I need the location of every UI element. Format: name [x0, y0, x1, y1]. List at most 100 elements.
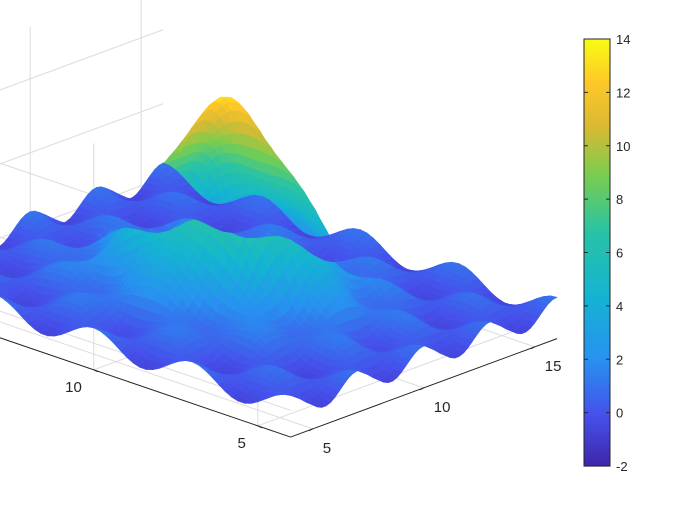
colorbar-segment [584, 148, 610, 152]
colorbar-segment [584, 399, 610, 403]
colorbar-segment [584, 65, 610, 69]
colorbar-segment [584, 377, 610, 382]
colorbar-segment [584, 313, 610, 318]
colorbar-segment [584, 159, 610, 163]
colorbar-segment [584, 183, 610, 187]
colorbar-segment [584, 396, 610, 400]
colorbar-segment [584, 151, 610, 155]
colorbar-segment [584, 340, 610, 344]
colorbar-segment [584, 297, 610, 302]
colorbar-segment [584, 276, 610, 280]
colorbar-segment [584, 129, 610, 134]
colorbar-segment [584, 175, 610, 179]
colorbar-segment [584, 359, 610, 363]
colorbar-segment [584, 156, 610, 160]
colorbar-tick-label: 10 [616, 139, 630, 154]
colorbar-segment [584, 244, 610, 248]
colorbar-segment [584, 239, 610, 243]
colorbar-segment [584, 284, 610, 288]
y-tick-mark [93, 369, 99, 373]
colorbar-segment [584, 207, 610, 211]
surface-patch [545, 295, 558, 301]
colorbar-segment [584, 199, 610, 203]
x-tick-label: 10 [434, 399, 451, 416]
colorbar-segment [584, 361, 610, 366]
colorbar-tick-label: 0 [616, 406, 623, 421]
y-tick-label: 5 [237, 435, 245, 452]
colorbar-segment [584, 161, 610, 166]
colorbar-segment [584, 311, 610, 315]
colorbar-segment [584, 217, 610, 222]
colorbar-segment [584, 332, 610, 336]
colorbar-segment [584, 164, 610, 168]
colorbar-segment [584, 372, 610, 376]
colorbar-segment [584, 52, 610, 56]
colorbar-segment [584, 236, 610, 240]
colorbar-segment [584, 143, 610, 147]
colorbar-segment [584, 412, 610, 416]
colorbar-segment [584, 172, 610, 176]
colorbar-segment [584, 105, 610, 109]
colorbar-segment [584, 255, 610, 259]
colorbar-segment [584, 324, 610, 328]
colorbar-segment [584, 257, 610, 262]
colorbar-segment [584, 196, 610, 200]
colorbar-segment [584, 41, 610, 45]
x-tick-label: 5 [323, 440, 331, 457]
x-tick-mark [530, 346, 536, 350]
colorbar-segment [584, 268, 610, 272]
colorbar-segment [584, 119, 610, 123]
colorbar-segment [584, 95, 610, 99]
x-tick-label: 15 [545, 358, 562, 375]
colorbar-segment [584, 263, 610, 267]
colorbar-segment [584, 60, 610, 64]
colorbar-segment [584, 425, 610, 430]
colorbar-segment [584, 223, 610, 227]
colorbar-segment [584, 375, 610, 379]
colorbar-segment [584, 68, 610, 72]
colorbar-segment [584, 292, 610, 296]
colorbar-segment [584, 113, 610, 117]
colorbar-tick-label: 2 [616, 352, 623, 367]
colorbar-segment [584, 271, 610, 275]
colorbar-segment [584, 241, 610, 246]
colorbar-segment [584, 247, 610, 251]
colorbar-segment [584, 417, 610, 422]
colorbar-segment [584, 353, 610, 358]
colorbar-segment [584, 455, 610, 459]
colorbar-segment [584, 49, 610, 53]
colorbar-segment [584, 287, 610, 291]
colorbar-segment [584, 348, 610, 352]
colorbar-segment [584, 383, 610, 387]
colorbar-segment [584, 388, 610, 392]
colorbar-segment [584, 252, 610, 256]
colorbar-segment [584, 404, 610, 408]
colorbar-segment [584, 137, 610, 142]
colorbar-segment [584, 407, 610, 411]
colorbar-segment [584, 463, 610, 467]
colorbar-segment [584, 209, 610, 214]
colorbar-segment [584, 428, 610, 432]
colorbar-segment [584, 87, 610, 91]
x-tick-mark [419, 387, 425, 391]
colorbar-segment [584, 100, 610, 104]
colorbar-segment [584, 193, 610, 198]
colorbar-segment [584, 108, 610, 112]
colorbar-segment [584, 273, 610, 278]
colorbar-segment [584, 124, 610, 128]
colorbar-segment [584, 423, 610, 427]
colorbar-tick-label: 4 [616, 299, 623, 314]
colorbar-segment [584, 316, 610, 320]
colorbar-segment [584, 305, 610, 310]
colorbar-segment [584, 367, 610, 371]
colorbar-segment [584, 436, 610, 440]
colorbar-segment [584, 343, 610, 347]
colorbar-segment [584, 335, 610, 339]
colorbar-segment [584, 204, 610, 208]
colorbar-segment [584, 169, 610, 174]
colorbar-segment [584, 279, 610, 283]
surface-mesh [0, 96, 558, 408]
colorbar-segment [584, 420, 610, 424]
colorbar-segment [584, 249, 610, 254]
